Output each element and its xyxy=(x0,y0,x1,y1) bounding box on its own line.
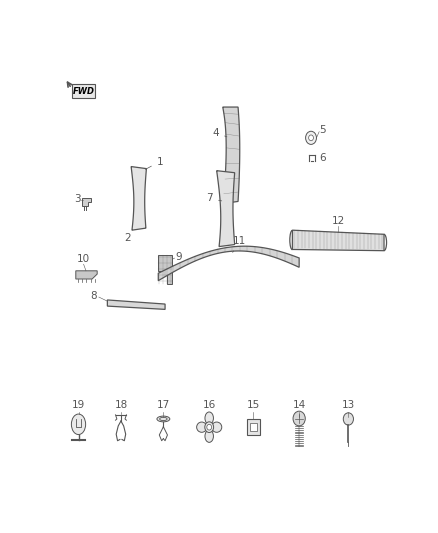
Text: 7: 7 xyxy=(206,193,222,204)
Ellipse shape xyxy=(197,422,207,432)
Polygon shape xyxy=(217,171,235,247)
Polygon shape xyxy=(82,198,91,206)
FancyBboxPatch shape xyxy=(250,423,257,431)
Circle shape xyxy=(207,424,212,430)
Text: 17: 17 xyxy=(157,400,170,409)
Text: 19: 19 xyxy=(72,400,85,409)
Polygon shape xyxy=(293,230,384,251)
Polygon shape xyxy=(158,255,172,284)
Circle shape xyxy=(205,422,214,432)
Ellipse shape xyxy=(205,430,213,442)
Text: 9: 9 xyxy=(175,252,182,262)
FancyBboxPatch shape xyxy=(247,419,260,435)
Text: 5: 5 xyxy=(320,125,326,135)
Text: 2: 2 xyxy=(124,233,131,244)
Polygon shape xyxy=(223,107,240,204)
Ellipse shape xyxy=(157,416,170,422)
Text: 14: 14 xyxy=(293,400,306,409)
Polygon shape xyxy=(158,246,299,281)
Text: 3: 3 xyxy=(74,195,81,204)
Text: 15: 15 xyxy=(247,400,260,409)
Ellipse shape xyxy=(205,412,213,424)
Text: 11: 11 xyxy=(233,236,246,253)
Ellipse shape xyxy=(212,422,222,432)
FancyBboxPatch shape xyxy=(72,84,95,98)
Circle shape xyxy=(293,411,305,426)
Circle shape xyxy=(343,413,353,425)
Text: 6: 6 xyxy=(319,152,325,163)
Circle shape xyxy=(306,131,317,144)
Ellipse shape xyxy=(71,414,86,434)
Text: 13: 13 xyxy=(342,400,355,409)
Text: 12: 12 xyxy=(332,216,345,226)
Text: 1: 1 xyxy=(145,157,163,169)
Text: 8: 8 xyxy=(91,291,97,301)
Text: 10: 10 xyxy=(77,254,90,264)
Text: 18: 18 xyxy=(114,400,127,409)
Polygon shape xyxy=(131,166,146,230)
Text: 16: 16 xyxy=(202,400,216,409)
Circle shape xyxy=(309,135,314,141)
Text: FWD: FWD xyxy=(73,86,95,95)
Polygon shape xyxy=(76,271,97,279)
Polygon shape xyxy=(107,300,165,309)
Ellipse shape xyxy=(159,417,167,421)
Text: 4: 4 xyxy=(212,128,227,138)
